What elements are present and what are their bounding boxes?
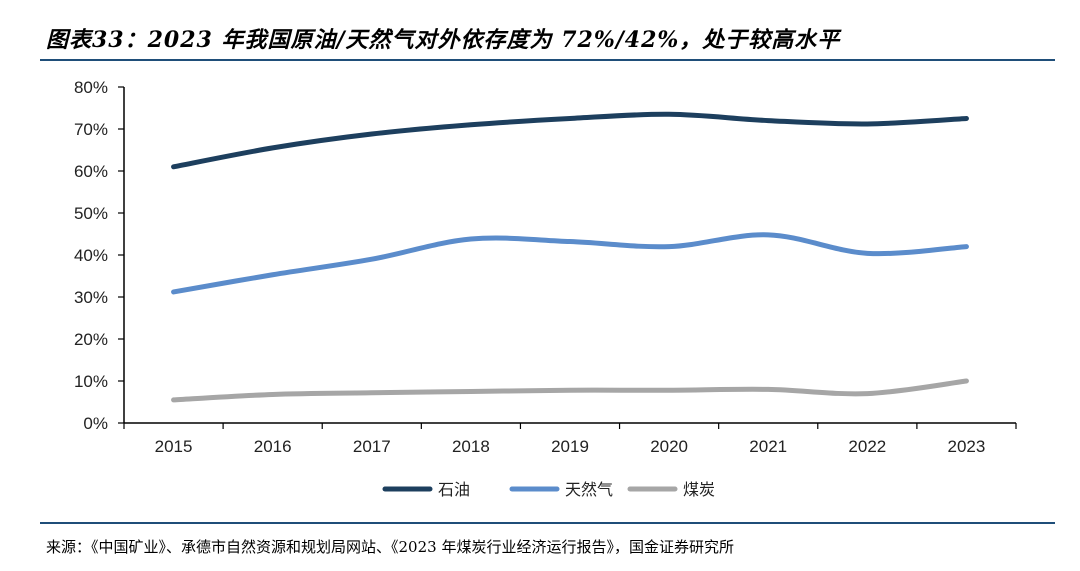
series-lines bbox=[171, 111, 969, 403]
x-tick-label: 2020 bbox=[650, 437, 688, 456]
y-tick-label: 0% bbox=[83, 414, 108, 433]
legend-label: 天然气 bbox=[565, 480, 613, 499]
y-tick-label: 20% bbox=[74, 330, 108, 349]
figure-title: 图表33：2023 年我国原油/天然气对外依存度为 72%/42%，处于较高水平 bbox=[46, 27, 841, 53]
series-line-2 bbox=[171, 232, 969, 295]
x-tick-label: 2023 bbox=[948, 437, 986, 456]
title-divider bbox=[40, 59, 1055, 61]
x-tick-label: 2015 bbox=[155, 437, 193, 456]
x-tick-label: 2018 bbox=[452, 437, 490, 456]
y-tick-label: 40% bbox=[74, 246, 108, 265]
x-tick-label: 2016 bbox=[254, 437, 292, 456]
series-line-3 bbox=[171, 378, 969, 403]
series-line-1 bbox=[171, 111, 969, 170]
y-tick-label: 10% bbox=[74, 372, 108, 391]
y-tick-label: 30% bbox=[74, 288, 108, 307]
y-tick-label: 60% bbox=[74, 162, 108, 181]
x-tick-label: 2017 bbox=[353, 437, 391, 456]
x-ticks: 2015 2016 2017 2018 2019 2020 2021 2022 2023 bbox=[123, 423, 1017, 456]
source-note: 来源：《中国矿业》、承德市自然资源和规划局网站、《2023 年煤炭行业经济运行报… bbox=[46, 538, 734, 556]
source-divider bbox=[40, 522, 1055, 524]
legend-label: 石油 bbox=[438, 480, 470, 499]
x-tick-label: 2019 bbox=[551, 437, 589, 456]
y-tick-label: 80% bbox=[74, 78, 108, 97]
legend-label: 煤炭 bbox=[683, 480, 715, 499]
x-tick-label: 2021 bbox=[749, 437, 787, 456]
x-tick-label: 2022 bbox=[848, 437, 886, 456]
y-tick-label: 70% bbox=[74, 120, 108, 139]
y-ticks: 0% 10% 20% 30% 40% 50% 60% 70% 80% bbox=[74, 78, 124, 433]
legend: 石油 天然气 煤炭 bbox=[382, 480, 715, 499]
y-tick-label: 50% bbox=[74, 204, 108, 223]
